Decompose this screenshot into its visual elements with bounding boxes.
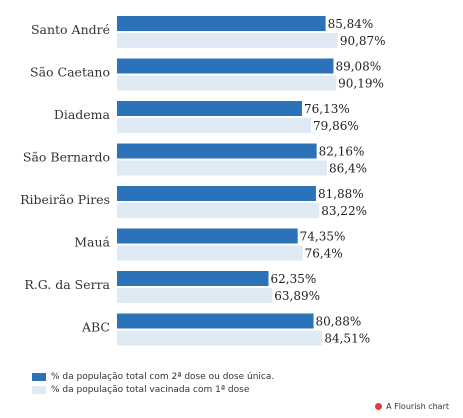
bar-2nd-dose[interactable] bbox=[117, 16, 326, 31]
value-label-2nd-dose: 85,84% bbox=[328, 17, 374, 31]
value-label-1st-dose: 84,51% bbox=[324, 332, 370, 346]
category-label: Diadema bbox=[54, 107, 111, 122]
bar-1st-dose[interactable] bbox=[117, 160, 327, 176]
bar-1st-dose[interactable] bbox=[117, 330, 323, 346]
bar-2nd-dose[interactable] bbox=[117, 313, 314, 329]
bar-1st-dose[interactable] bbox=[117, 203, 320, 218]
legend-label-1st-dose: % da população total vacinada com 1ª dos… bbox=[51, 384, 250, 395]
bar-1st-dose[interactable] bbox=[117, 288, 273, 303]
legend-label-2nd-dose: % da população total com 2ª dose ou dose… bbox=[51, 371, 275, 382]
legend-item-2nd-dose[interactable]: % da população total com 2ª dose ou dose… bbox=[32, 370, 274, 383]
value-label-2nd-dose: 82,16% bbox=[319, 145, 365, 159]
bar-group-abc: ABC 80,88% 84,51% bbox=[81, 313, 370, 346]
bar-2nd-dose[interactable] bbox=[117, 271, 269, 286]
category-label: São Caetano bbox=[30, 65, 110, 80]
flourish-credit-label: A Flourish chart bbox=[386, 402, 449, 411]
bar-1st-dose[interactable] bbox=[117, 33, 338, 48]
category-label: Ribeirão Pires bbox=[20, 192, 110, 207]
value-label-1st-dose: 63,89% bbox=[274, 289, 320, 303]
bar-group-sao-bernardo: São Bernardo 82,16% 86,4% bbox=[23, 143, 367, 176]
category-label: R.G. da Serra bbox=[24, 277, 110, 292]
value-label-2nd-dose: 81,88% bbox=[318, 187, 364, 201]
legend-item-1st-dose[interactable]: % da população total vacinada com 1ª dos… bbox=[32, 383, 274, 396]
category-label: Mauá bbox=[74, 235, 110, 250]
legend-swatch-2nd-dose bbox=[32, 372, 46, 381]
category-label: Santo André bbox=[31, 22, 110, 37]
bar-group-diadema: Diadema 76,13% 79,86% bbox=[54, 101, 359, 133]
value-label-2nd-dose: 80,88% bbox=[316, 315, 362, 329]
bar-group-santo-andre: Santo André 85,84% 90,87% bbox=[31, 16, 386, 48]
bar-group-sao-caetano: São Caetano 89,08% 90,19% bbox=[30, 58, 384, 91]
bar-2nd-dose[interactable] bbox=[117, 186, 316, 201]
category-label: ABC bbox=[81, 320, 110, 335]
legend: % da população total com 2ª dose ou dose… bbox=[32, 370, 274, 396]
value-label-1st-dose: 90,19% bbox=[338, 77, 384, 91]
value-label-2nd-dose: 89,08% bbox=[335, 60, 381, 74]
value-label-1st-dose: 83,22% bbox=[321, 204, 367, 218]
bar-group-ribeirao-pires: Ribeirão Pires 81,88% 83,22% bbox=[20, 186, 367, 218]
flourish-credit[interactable]: A Flourish chart bbox=[375, 402, 449, 411]
bar-2nd-dose[interactable] bbox=[117, 228, 298, 244]
bar-1st-dose[interactable] bbox=[117, 245, 303, 261]
bar-2nd-dose[interactable] bbox=[117, 101, 302, 116]
category-label: São Bernardo bbox=[23, 150, 110, 165]
value-label-1st-dose: 76,4% bbox=[305, 247, 343, 261]
bar-group-maua: Mauá 74,35% 76,4% bbox=[74, 228, 346, 261]
bar-1st-dose[interactable] bbox=[117, 75, 337, 91]
value-label-1st-dose: 90,87% bbox=[340, 34, 386, 48]
value-label-2nd-dose: 76,13% bbox=[304, 102, 350, 116]
bar-2nd-dose[interactable] bbox=[117, 58, 334, 74]
bar-1st-dose[interactable] bbox=[117, 118, 312, 133]
flourish-logo-icon bbox=[375, 403, 383, 410]
bar-group-r-g-da-serra: R.G. da Serra 62,35% 63,89% bbox=[24, 271, 320, 303]
value-label-1st-dose: 79,86% bbox=[313, 119, 359, 133]
value-label-2nd-dose: 74,35% bbox=[300, 230, 346, 244]
bar-2nd-dose[interactable] bbox=[117, 143, 317, 159]
value-label-2nd-dose: 62,35% bbox=[271, 272, 317, 286]
legend-swatch-1st-dose bbox=[32, 385, 46, 394]
value-label-1st-dose: 86,4% bbox=[329, 162, 367, 176]
